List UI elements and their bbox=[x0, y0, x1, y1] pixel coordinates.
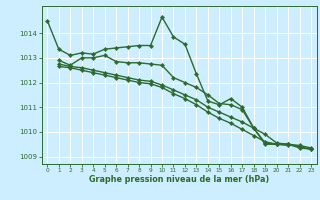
X-axis label: Graphe pression niveau de la mer (hPa): Graphe pression niveau de la mer (hPa) bbox=[89, 175, 269, 184]
